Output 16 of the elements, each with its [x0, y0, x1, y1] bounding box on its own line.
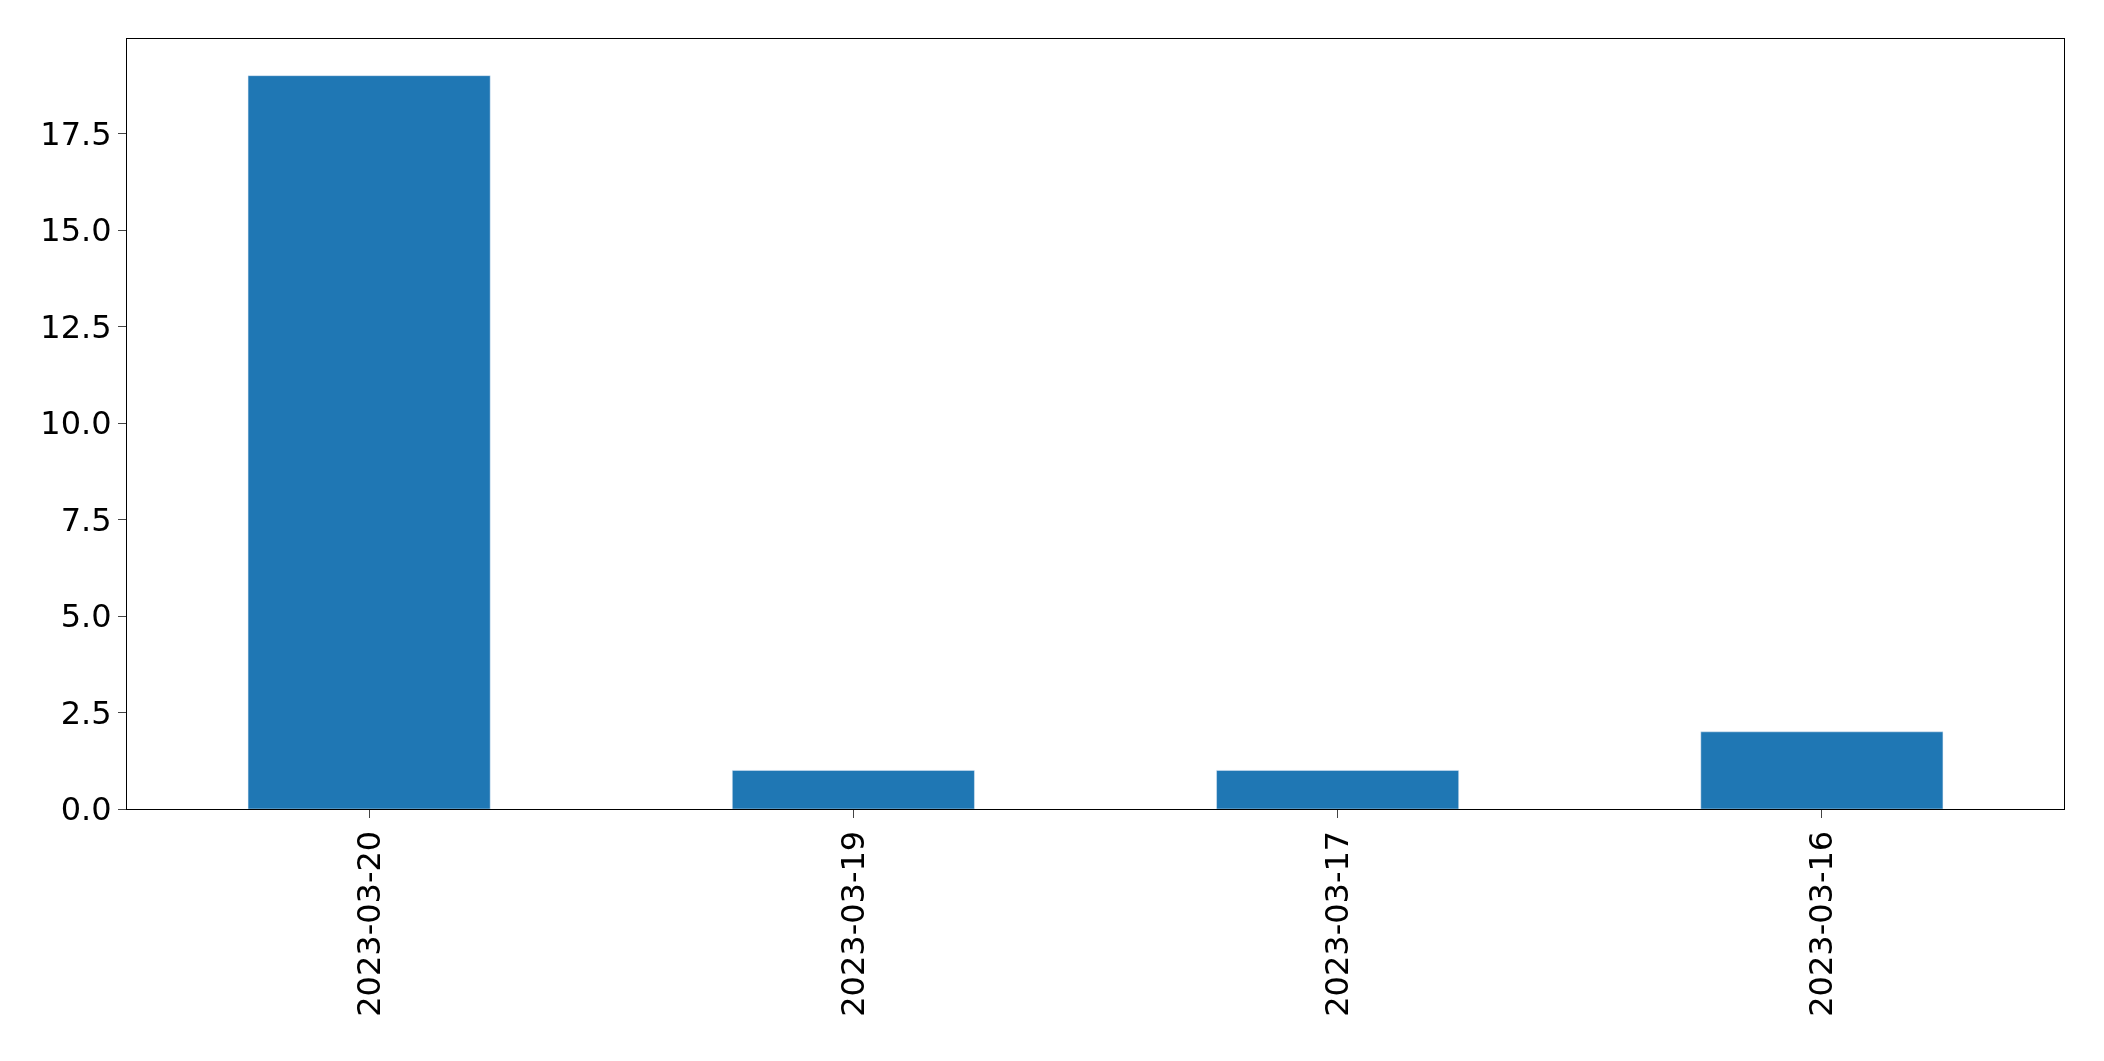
y-tick-label: 7.5 [60, 500, 112, 539]
x-tick-label: 2023-03-20 [349, 830, 388, 1017]
y-tick-label: 17.5 [40, 114, 112, 153]
y-tick-label: 2.5 [60, 693, 112, 732]
bar [1216, 770, 1459, 809]
x-tick-label: 2023-03-17 [1318, 830, 1357, 1017]
bar [732, 770, 975, 809]
y-tick-label: 10.0 [40, 404, 112, 443]
x-tick-label: 2023-03-16 [1802, 830, 1841, 1017]
y-tick-label: 12.5 [40, 307, 112, 346]
x-tick-label: 2023-03-19 [833, 830, 872, 1017]
y-tick-label: 15.0 [40, 211, 112, 250]
bar [1700, 731, 1944, 809]
bar [247, 75, 491, 809]
y-tick-label: 0.0 [60, 790, 112, 829]
y-tick-label: 5.0 [60, 597, 112, 636]
